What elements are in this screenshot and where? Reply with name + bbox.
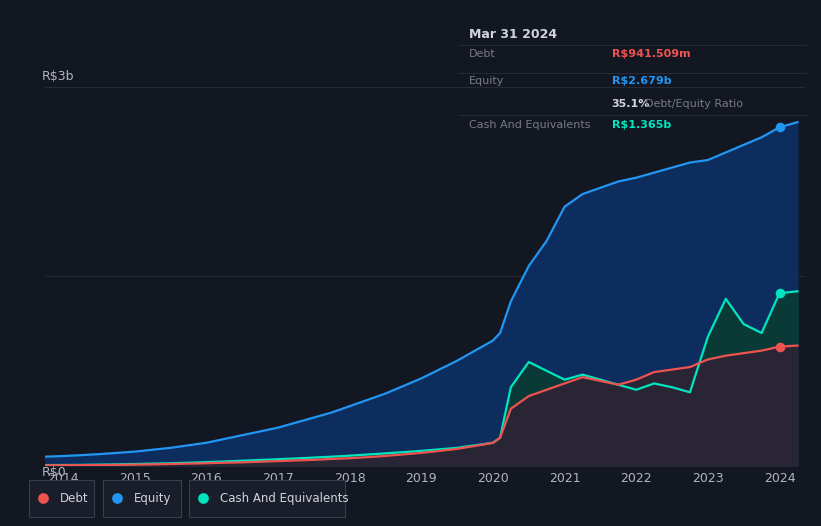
- Text: R$1.365b: R$1.365b: [612, 120, 671, 130]
- Text: R$941.509m: R$941.509m: [612, 49, 690, 59]
- Text: Cash And Equivalents: Cash And Equivalents: [220, 492, 348, 505]
- Text: Debt: Debt: [469, 49, 495, 59]
- Point: [111, 494, 124, 503]
- Text: R$3b: R$3b: [41, 70, 74, 83]
- Point: [37, 494, 50, 503]
- Text: Cash And Equivalents: Cash And Equivalents: [469, 120, 590, 130]
- Text: 35.1%: 35.1%: [612, 99, 650, 109]
- Point: [773, 289, 786, 297]
- Text: R$0: R$0: [41, 466, 67, 479]
- Text: Mar 31 2024: Mar 31 2024: [469, 27, 557, 41]
- Point: [773, 342, 786, 351]
- Text: Equity: Equity: [469, 76, 504, 86]
- FancyBboxPatch shape: [103, 480, 181, 517]
- Text: R$2.679b: R$2.679b: [612, 76, 672, 86]
- Text: Debt/Equity Ratio: Debt/Equity Ratio: [644, 99, 743, 109]
- Point: [773, 123, 786, 132]
- Text: Equity: Equity: [134, 492, 171, 505]
- FancyBboxPatch shape: [29, 480, 94, 517]
- Point: [197, 494, 210, 503]
- Text: Debt: Debt: [60, 492, 88, 505]
- FancyBboxPatch shape: [189, 480, 345, 517]
